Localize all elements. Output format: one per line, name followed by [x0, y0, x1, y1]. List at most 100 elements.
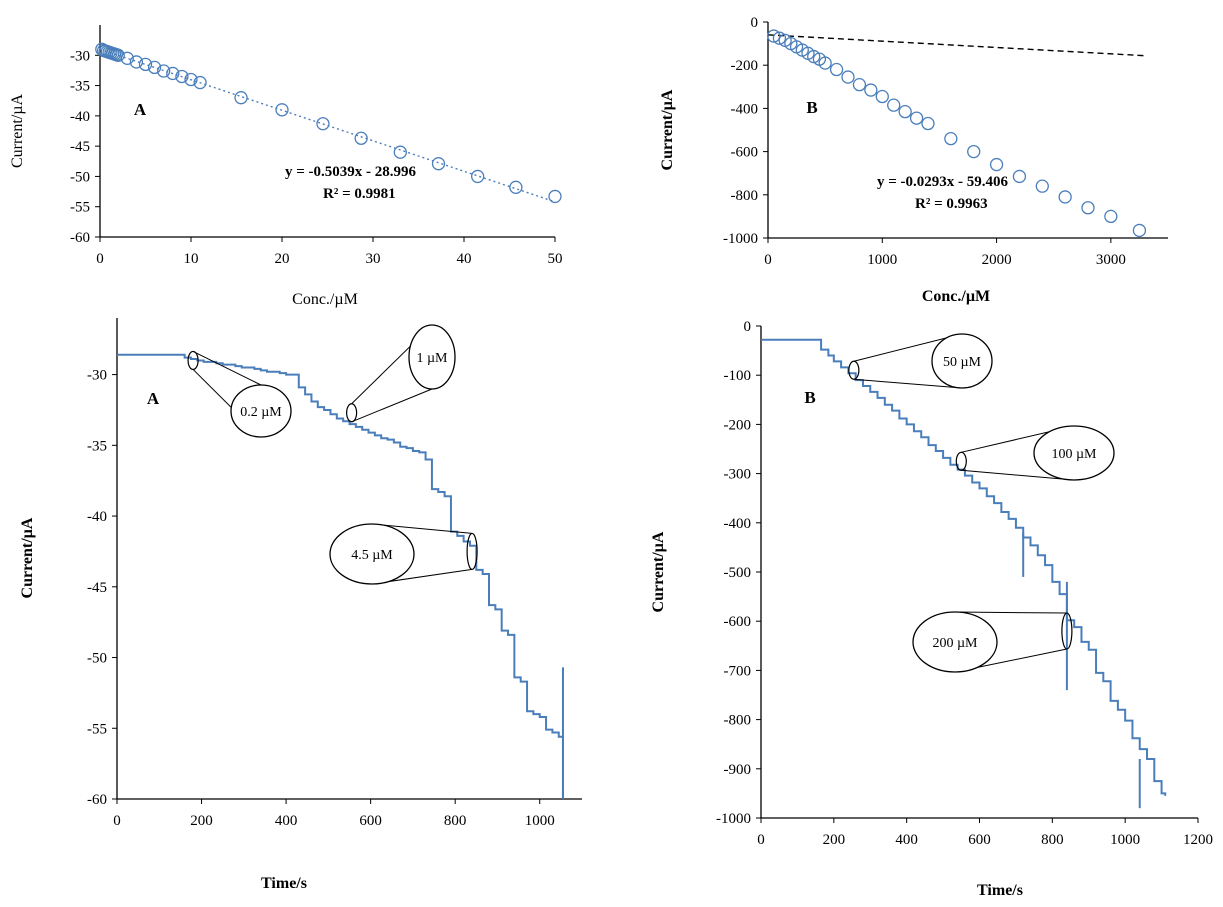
y-tick-label: -1000	[723, 231, 758, 247]
data-point	[184, 72, 198, 87]
trendline	[767, 34, 1146, 57]
data-point	[909, 111, 924, 125]
r-squared: R² = 0.9963	[915, 196, 988, 212]
callout-connector	[351, 388, 433, 423]
series-line	[117, 353, 564, 799]
y-tick-label: -50	[87, 651, 107, 667]
x-tick-label: 1200	[1183, 832, 1213, 848]
callout-connector	[853, 378, 963, 389]
y-tick-label: -55	[87, 721, 107, 737]
data-point	[157, 64, 171, 78]
x-tick-label: 600	[968, 832, 991, 848]
data-point	[772, 31, 787, 45]
x-tick-label: 800	[444, 813, 467, 829]
y-tick-label: -600	[724, 614, 752, 630]
data-point	[887, 98, 901, 112]
y-tick-label: -50	[70, 169, 90, 185]
x-tick-label: 1000	[867, 252, 897, 268]
data-point	[275, 103, 289, 117]
x-axis-title: Time/s	[977, 882, 1023, 899]
chart-top-right: 0 1000 2000 3000 0 -200 -400 -600 -800 -1000 Conc.…	[659, 15, 1168, 305]
y-tick-label: -45	[70, 139, 90, 155]
y-tick-label: -55	[70, 200, 90, 216]
callout-connector	[954, 611, 1067, 614]
panel-label: B	[806, 98, 817, 117]
callout-label: 4.5 µM	[351, 548, 393, 563]
data-point	[354, 131, 368, 145]
y-axis-title: Current/µA	[19, 517, 36, 598]
y-tick-label: -1000	[716, 811, 751, 827]
x-tick-label: 10	[184, 251, 199, 267]
x-tick-label: 20	[275, 251, 290, 267]
data-point	[864, 83, 878, 97]
y-tick-label: -30	[87, 368, 107, 384]
data-point	[841, 70, 855, 84]
x-tick-label: 50	[548, 251, 563, 267]
data-point	[989, 157, 1004, 172]
data-point	[875, 89, 889, 104]
callout-bubble	[1033, 425, 1115, 481]
callout-label: 200 µM	[932, 636, 978, 651]
chart-bottom-left: 0 200 400 600 800 1000 -30 -35 -40 -45 -50 -55 -60 Ti…	[19, 318, 582, 892]
callout-label: 50 µM	[943, 355, 982, 370]
panel-label: B	[804, 388, 815, 407]
y-axis-title: Current/µA	[659, 89, 676, 170]
data-point	[509, 180, 523, 194]
chart-bottom-right: 0 200 400 600 800 1000 1200 0 -100 -200 -300 -400 -5…	[650, 319, 1213, 899]
chart-top-left: 0 10 20 30 40 50 -30 -35 -40 -45 -50 -55 -60 Conc./µM…	[9, 25, 563, 308]
y-tick-label: -30	[70, 48, 90, 64]
data-point	[147, 60, 162, 75]
data-point	[120, 51, 134, 65]
x-tick-label: 0	[757, 832, 765, 848]
data-point	[921, 116, 935, 131]
x-tick-label: 200	[190, 813, 213, 829]
x-axis-title: Conc./µM	[922, 288, 990, 305]
data-point	[1132, 223, 1147, 238]
y-tick-label: -500	[724, 565, 752, 581]
trendline-equation: y = -0.0293x - 59.406	[877, 174, 1009, 190]
data-point	[944, 131, 958, 146]
data-point	[470, 169, 485, 184]
data-point	[852, 77, 867, 92]
y-tick-label: -40	[70, 109, 90, 125]
data-point	[807, 49, 821, 64]
callout-label: 0.2 µM	[240, 405, 282, 420]
data-point	[393, 145, 407, 159]
callout-marker	[848, 360, 860, 380]
data-point	[767, 29, 781, 43]
callout-bubble	[408, 324, 456, 390]
data-point	[967, 144, 981, 159]
x-axis-title: Conc./µM	[292, 291, 358, 308]
x-tick-label: 1000	[525, 813, 555, 829]
y-tick-label: 0	[744, 319, 752, 335]
series-line	[761, 338, 1167, 796]
y-tick-label: -200	[724, 417, 752, 433]
callout-connector	[371, 523, 473, 534]
callout-connector	[192, 350, 262, 386]
y-tick-label: -100	[724, 368, 752, 384]
callout-label: 100 µM	[1051, 447, 1097, 462]
y-tick-label: -200	[731, 58, 759, 74]
data-point	[818, 56, 832, 70]
x-tick-label: 40	[457, 251, 472, 267]
x-tick-label: 0	[113, 813, 121, 829]
y-tick-label: 0	[751, 15, 759, 31]
callout-bubble	[931, 333, 993, 389]
y-tick-label: -800	[731, 188, 759, 204]
y-tick-label: -600	[731, 145, 759, 161]
x-tick-label: 200	[823, 832, 846, 848]
y-tick-label: -700	[724, 663, 752, 679]
data-point	[316, 117, 330, 131]
y-tick-label: -900	[724, 762, 752, 778]
trendline-equation: y = -0.5039x - 28.996	[285, 164, 417, 180]
data-point	[829, 62, 844, 77]
y-tick-label: -35	[87, 438, 107, 454]
y-tick-label: -60	[70, 230, 90, 246]
data-point	[1012, 169, 1027, 184]
data-point	[1104, 209, 1118, 224]
y-tick-label: -800	[724, 713, 752, 729]
data-point	[234, 91, 248, 105]
callout-marker	[955, 451, 967, 471]
y-tick-label: -400	[724, 516, 752, 532]
